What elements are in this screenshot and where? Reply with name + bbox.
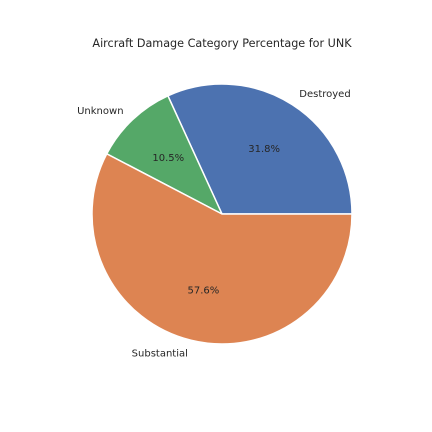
pie-value-label-unknown: 10.5% (152, 153, 184, 164)
pie-slice-unknown (105, 94, 224, 216)
chart-title: Aircraft Damage Category Percentage for … (92, 37, 352, 50)
pie-category-label-destroyed: Destroyed (299, 89, 350, 100)
pie-value-label-destroyed: 31.8% (248, 144, 280, 155)
pie-slice-destroyed (166, 83, 353, 215)
pie-category-label-unknown: Unknown (77, 106, 123, 117)
pie-labels: 31.8% Destroyed 10.5% Unknown 57.6% Substanti… (77, 89, 351, 359)
pie-slices (91, 83, 353, 345)
pie-category-label-substantial: Substantial (132, 348, 188, 359)
pie-value-label-substantial: 57.6% (188, 285, 220, 296)
pie-slice-substantial (91, 152, 353, 345)
